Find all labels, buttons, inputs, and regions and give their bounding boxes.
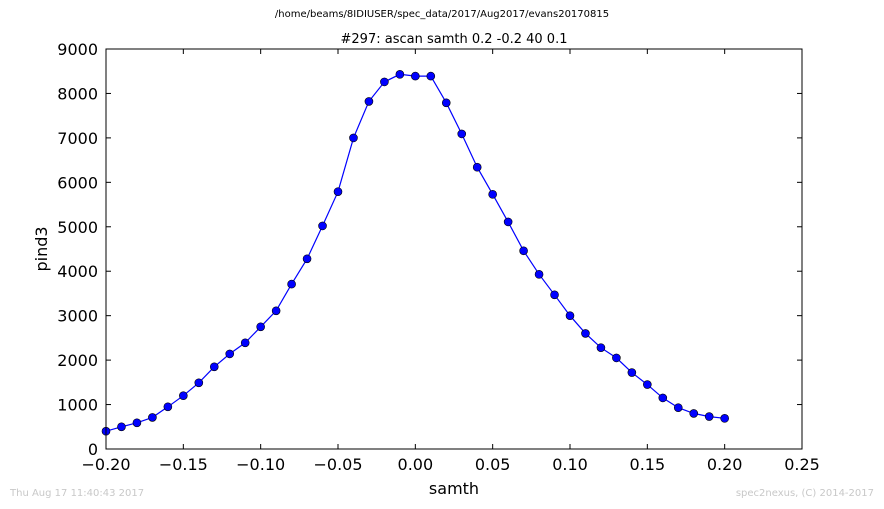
series-line — [105, 73, 725, 432]
data-point — [395, 70, 405, 79]
data-point — [411, 71, 420, 81]
y-tick-label: 1000 — [57, 396, 98, 415]
x-tick-label: 0.10 — [552, 455, 588, 474]
data-point — [240, 338, 250, 348]
data-point — [148, 413, 157, 422]
data-point — [209, 362, 219, 372]
y-tick-label: 5000 — [57, 218, 98, 237]
data-point — [349, 133, 358, 143]
data-point — [689, 409, 699, 418]
data-point — [627, 368, 637, 377]
data-point — [132, 418, 142, 428]
plot-area — [101, 70, 729, 436]
x-tick-label: 0.25 — [784, 455, 820, 474]
y-tick-label: 6000 — [57, 173, 98, 192]
y-tick-label: 9000 — [57, 40, 98, 59]
data-point — [519, 246, 528, 256]
x-tick-label: −0.10 — [236, 455, 285, 474]
data-point — [163, 402, 173, 412]
y-axis-label: pind3 — [32, 226, 51, 271]
y-tick-label: 3000 — [57, 307, 98, 326]
y-tick-label: 2000 — [57, 351, 98, 370]
data-point — [333, 187, 343, 196]
x-tick-label: 0.00 — [398, 455, 434, 474]
data-point — [472, 162, 482, 172]
data-point — [534, 270, 544, 279]
credit: spec2nexus, (C) 2014-2017 — [735, 488, 874, 499]
x-axis: −0.20 −0.15 −0.10 −0.05 0.00 0.05 0.10 0.15 0.20… — [81, 49, 820, 474]
data-point — [612, 353, 621, 363]
data-point — [488, 190, 497, 199]
data-point — [287, 279, 296, 289]
data-point — [658, 393, 668, 403]
data-point — [302, 254, 312, 264]
y-tick-label: 8000 — [57, 84, 98, 103]
data-point — [117, 422, 126, 432]
figure-suptitle: /home/beams/8IDIUSER/spec_data/2017/Aug2… — [274, 9, 610, 20]
data-point — [596, 343, 606, 352]
plot-frame — [105, 48, 803, 450]
data-point — [441, 98, 451, 108]
y-axis: 0 1000 2000 3000 4000 5000 6000 7000 8000 9000 — [57, 40, 802, 459]
x-tick-label: 0.15 — [630, 455, 666, 474]
x-tick-label: −0.05 — [313, 455, 362, 474]
data-point — [426, 71, 436, 81]
data-point — [550, 290, 559, 300]
data-point — [673, 403, 683, 412]
x-tick-label: −0.15 — [159, 455, 208, 474]
data-point — [565, 311, 575, 320]
data-point — [179, 391, 188, 400]
data-point — [503, 217, 513, 227]
y-tick-label: 0 — [88, 440, 98, 459]
chart-title: #297: ascan samth 0.2 -0.2 40 0.1 — [341, 32, 568, 47]
y-tick-label: 4000 — [57, 262, 98, 281]
data-point — [271, 306, 281, 316]
data-point — [643, 380, 652, 389]
timestamp: Thu Aug 17 11:40:43 2017 — [10, 488, 145, 499]
data-point — [720, 414, 729, 423]
data-point — [364, 97, 374, 106]
data-point — [380, 77, 389, 87]
x-tick-label: 0.20 — [707, 455, 743, 474]
data-point — [225, 349, 235, 359]
x-tick-label: −0.20 — [81, 455, 130, 474]
x-axis-label: samth — [429, 479, 479, 498]
data-point — [318, 221, 327, 231]
data-point — [704, 412, 714, 421]
data-point — [194, 378, 204, 388]
data-point — [256, 322, 265, 332]
x-tick-label: 0.05 — [475, 455, 511, 474]
data-point — [457, 129, 467, 139]
y-tick-label: 7000 — [57, 129, 98, 148]
data-point — [581, 329, 590, 338]
